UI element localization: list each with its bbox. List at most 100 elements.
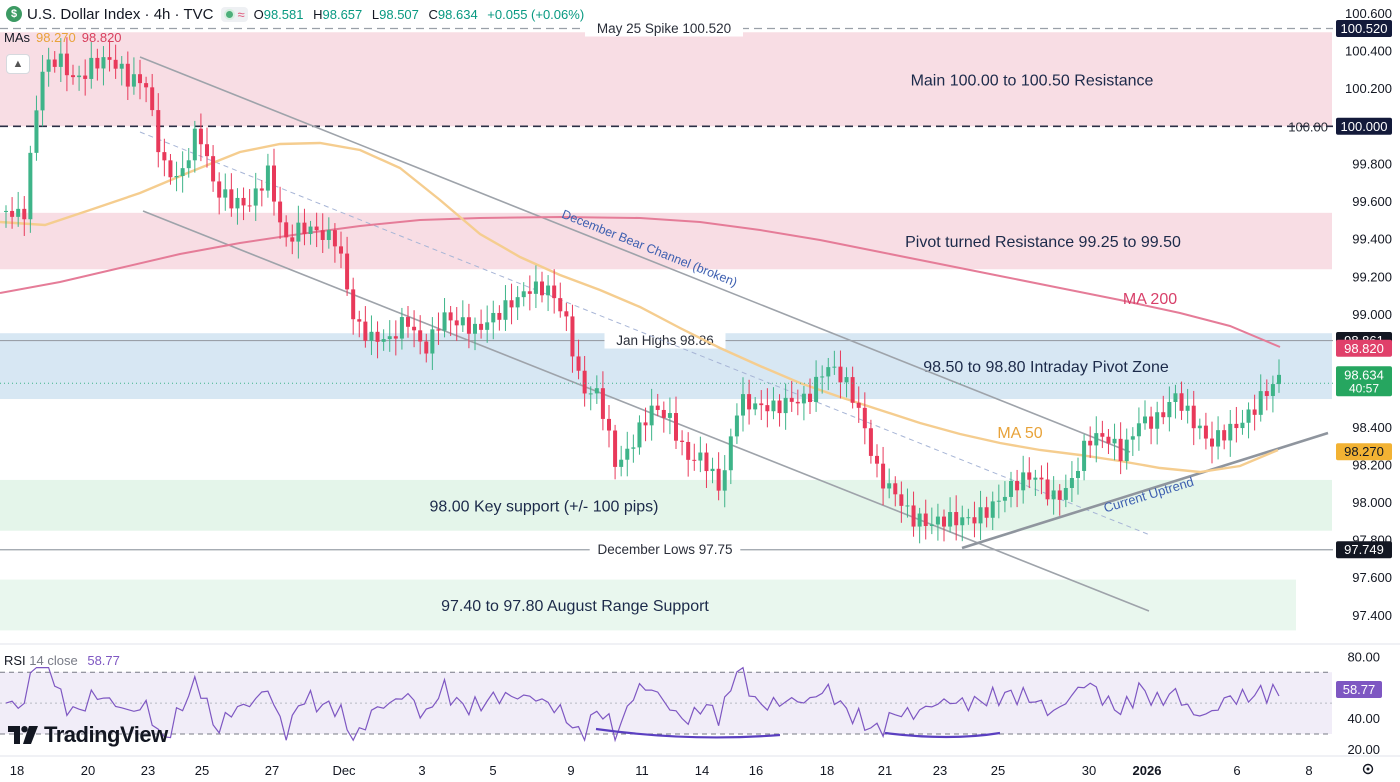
time-tick: 18 [10,763,24,778]
dec-lows-label-text: December Lows 97.75 [597,542,732,557]
candle [290,224,295,255]
candle-body [820,376,825,378]
candle [917,507,922,544]
candle-body [887,483,892,489]
candle [844,367,849,398]
candle [649,388,654,441]
candle [1057,484,1062,516]
candle [412,310,417,348]
candle [1210,421,1214,464]
candle [631,434,636,463]
candle-body [509,300,514,308]
candle [1112,423,1117,461]
time-tick: 6 [1233,763,1240,778]
candle-body [479,323,484,330]
candle [1021,455,1026,504]
candle [637,415,642,455]
candle [460,300,465,332]
zone-0 [0,32,1332,127]
candle [247,189,252,212]
candle-body [1094,433,1099,446]
candle [302,208,307,246]
candle-body [150,87,155,111]
candle-body [113,59,118,69]
candle [393,320,398,356]
collapse-legend-button[interactable]: ▲ [6,54,30,74]
channel-mid-line [139,131,1151,536]
candle [326,217,331,249]
axis-settings-icon[interactable] [1361,762,1375,776]
badge-spike-text: 100.520 [1341,21,1388,36]
status-badge[interactable]: ≈ [221,6,248,22]
candle-body [996,500,1001,502]
candle-body [332,230,337,247]
candle [1161,395,1166,425]
candle [485,305,490,343]
time-tick: 16 [749,763,763,778]
time-tick: 30 [1082,763,1096,778]
candle-body [753,403,758,410]
rsi-legend[interactable]: RSI 14 close 58.77 [4,653,120,668]
candle-body [527,291,532,294]
candle [540,271,544,303]
rsi-divergence-1 [595,727,781,739]
tradingview-logo[interactable]: TradingView [8,722,168,748]
candle [1039,465,1044,495]
candle [1264,379,1269,411]
candle [686,432,691,477]
candle-body [1270,384,1275,396]
candle-body [661,409,666,418]
price-tick: 98.400 [1352,420,1392,435]
candle [4,205,8,228]
candle-body [1173,393,1178,402]
candle [217,172,222,215]
candle-body [235,197,240,209]
candle [497,305,502,331]
candle-body [345,253,350,290]
candle-body [1033,477,1038,480]
rsi-badge-text: 58.77 [1343,682,1376,697]
time-tick: 2026 [1133,763,1162,778]
candle [978,490,983,541]
ma-legend[interactable]: MAs 98.270 98.820 [4,30,122,45]
candle [198,113,203,162]
candle [1277,359,1281,393]
candle-body [716,468,721,491]
candle [357,310,362,338]
candle-body [613,430,618,467]
candle-body [1143,416,1147,424]
candle-body [363,321,368,341]
candle-body [704,452,709,472]
candle [1258,374,1263,422]
candle-body [1161,412,1166,418]
close-value: 98.634 [437,6,478,22]
candle [1118,422,1123,475]
dec-lows-label: December Lows 97.75 [589,540,741,558]
candle [954,495,959,541]
jan-highs-label-text: Jan Highs 98.86 [616,333,714,348]
zone-label-0: Main 100.00 to 100.50 Resistance [911,72,1154,89]
candle [144,76,149,103]
candle-body [302,222,307,234]
candle-body [655,405,660,410]
candle-body [1197,425,1202,429]
candle [509,283,514,325]
time-tick: 25 [195,763,209,778]
rsi-badge-bg [1336,681,1382,699]
zone-label-2: 98.50 to 98.80 Intraday Pivot Zone [923,359,1169,376]
badge-ma200-text: 98.820 [1344,341,1384,356]
candle-body [1210,438,1214,447]
candle [643,407,648,442]
candle [972,501,977,538]
candle-body [4,210,8,212]
rsi-line [5,666,1280,743]
symbol-title[interactable]: U.S. Dollar Index · 4h · TVC [27,5,214,23]
candle-body [393,336,398,339]
ma50-line [0,141,1279,474]
candle-body [28,152,33,220]
candle [582,355,587,407]
candle-body [1149,416,1154,429]
candle-body [868,428,873,456]
